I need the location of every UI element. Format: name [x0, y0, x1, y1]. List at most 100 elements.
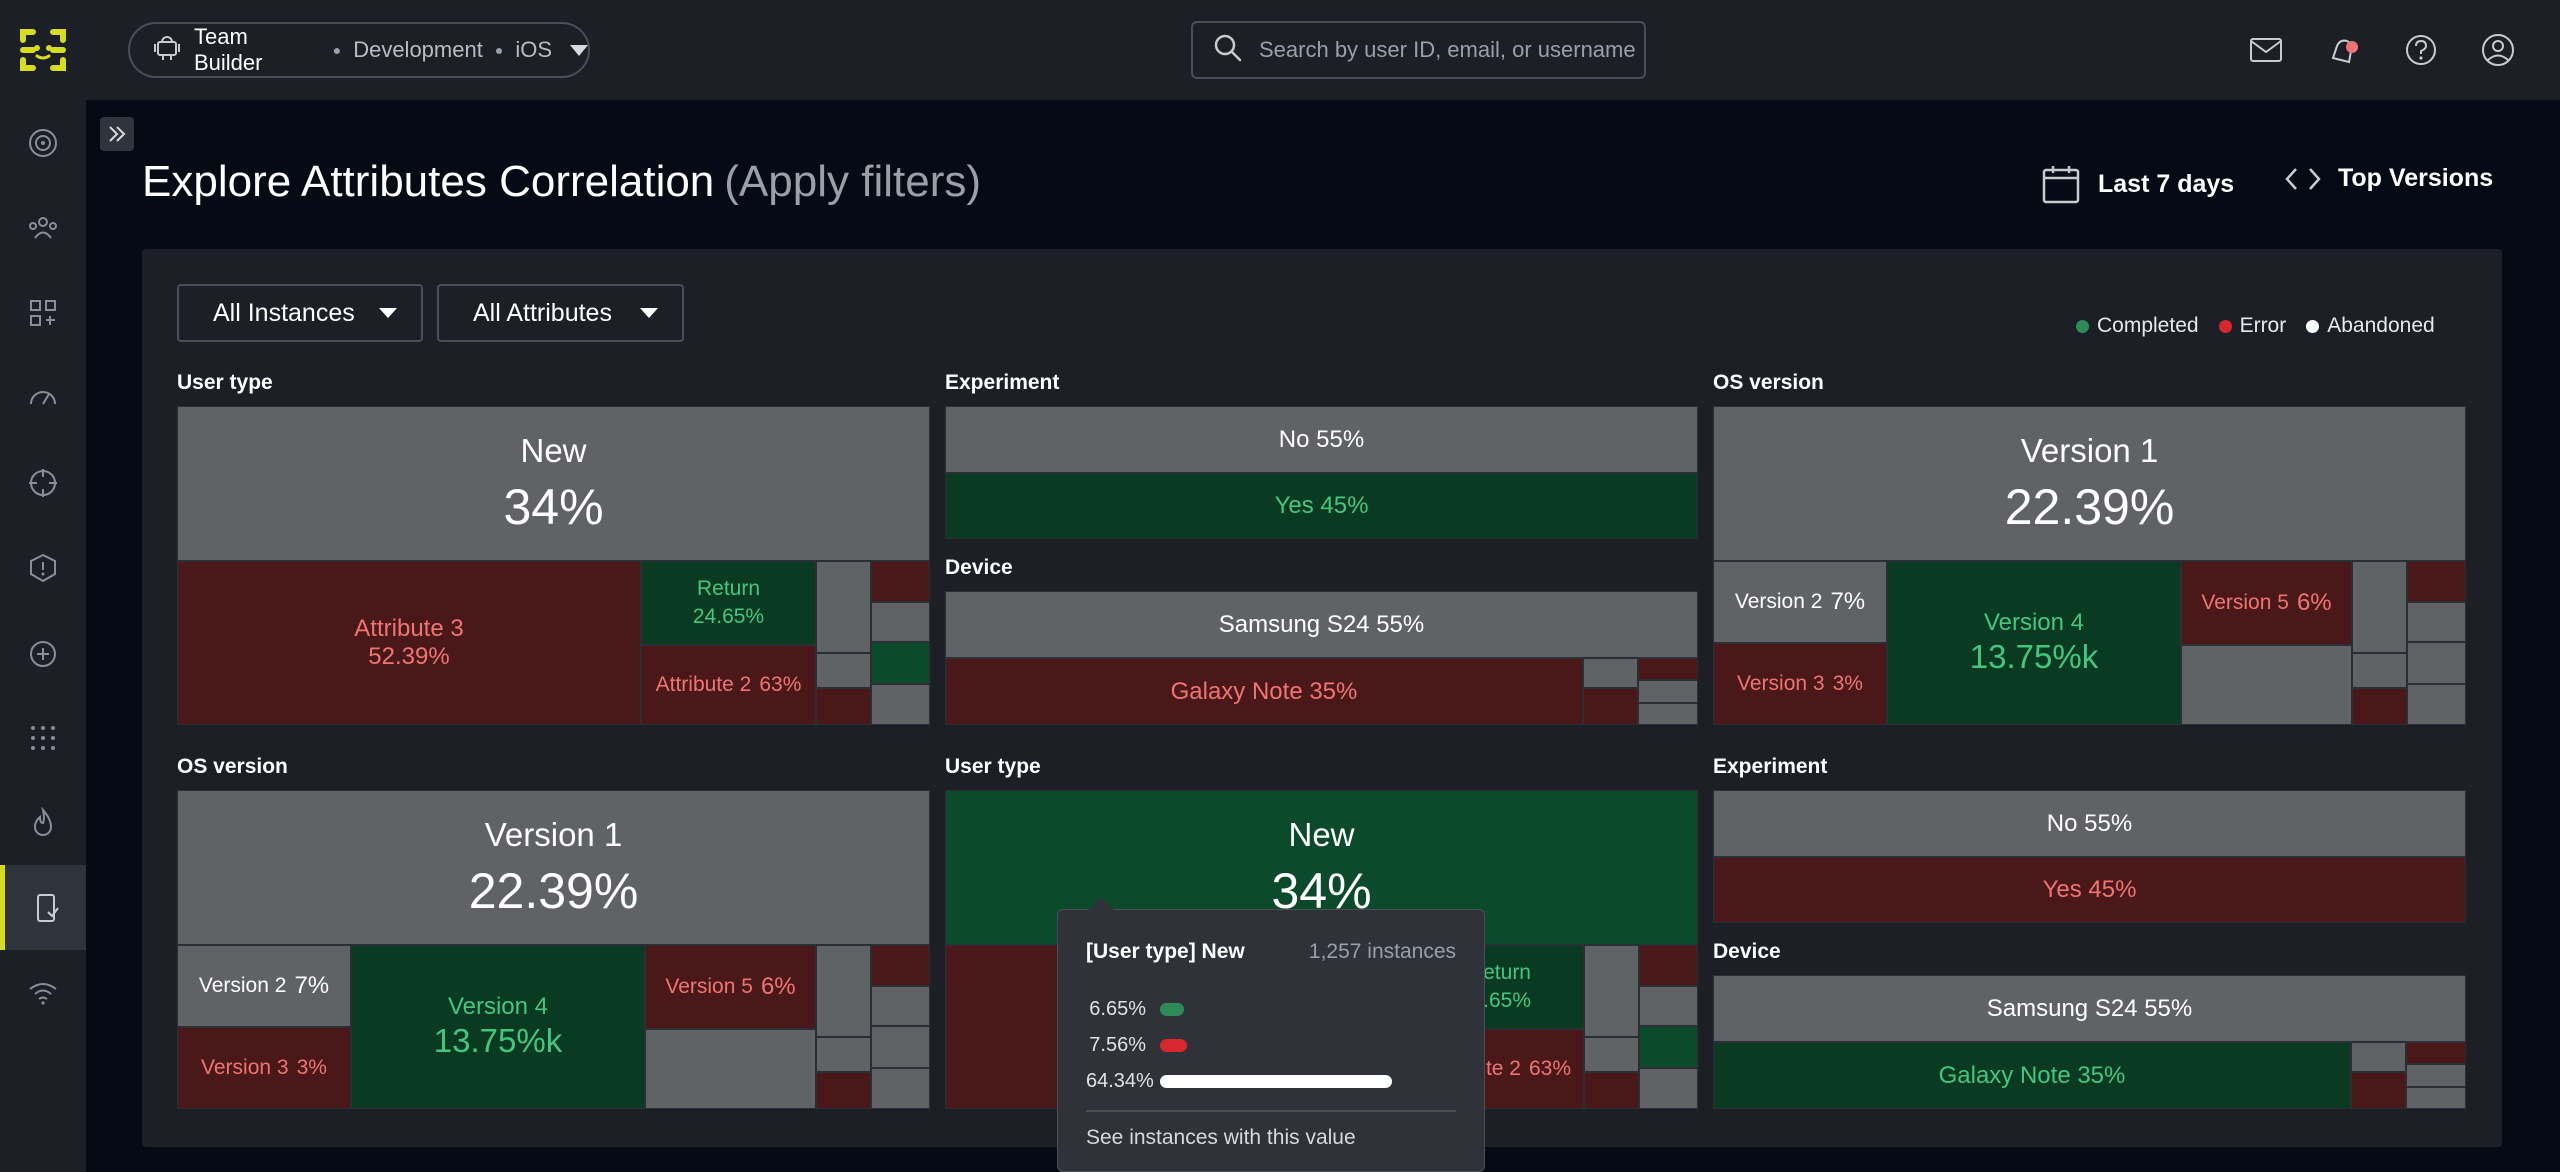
see-instances-link[interactable]: See instances with this value — [1086, 1126, 1356, 1149]
nav-item-users[interactable] — [0, 185, 86, 270]
tile-small[interactable] — [816, 1072, 871, 1109]
nav-item-targets[interactable] — [0, 440, 86, 525]
search-input[interactable]: Search by user ID, email, or username — [1191, 21, 1646, 79]
tile-small[interactable] — [2351, 1072, 2406, 1109]
nav-item-crashes[interactable] — [0, 780, 86, 865]
tile-version-2[interactable]: Version 2 7% — [1713, 561, 1887, 643]
tile-value: 13.75%k — [433, 1022, 563, 1059]
nav-item-network[interactable] — [0, 950, 86, 1035]
tile-small[interactable] — [2406, 1042, 2466, 1064]
tile-small[interactable] — [1639, 1026, 1698, 1068]
tile-version-3[interactable]: Version 3 3% — [177, 1027, 351, 1109]
tile-version-5[interactable]: Version 5 6% — [645, 945, 816, 1029]
notification-bell-icon[interactable] — [2325, 32, 2361, 68]
nav-item-dashboard[interactable] — [0, 100, 86, 185]
tile-version-4[interactable]: Version 4 13.75%k — [351, 945, 645, 1109]
tile-small[interactable] — [816, 561, 871, 653]
apply-filters-link[interactable]: (Apply filters) — [724, 157, 981, 206]
tile-version-2[interactable]: Version 2 7% — [177, 945, 351, 1027]
tile-small[interactable] — [2352, 561, 2407, 653]
tile-small[interactable] — [2407, 602, 2466, 642]
tile-small[interactable] — [1638, 703, 1698, 725]
tile-version-1[interactable]: Version 1 22.39% — [177, 790, 930, 945]
tile-version-4[interactable]: Version 4 13.75%k — [1887, 561, 2181, 725]
tile-small[interactable] — [871, 684, 930, 725]
help-icon[interactable] — [2403, 32, 2439, 68]
tile-galaxy-note[interactable]: Galaxy Note 35% — [1713, 1042, 2351, 1109]
tile-experiment-no[interactable]: No 55% — [1713, 790, 2466, 857]
tile-small[interactable] — [816, 653, 871, 688]
tooltip-pct: 6.65% — [1089, 998, 1146, 1020]
tile-experiment-no[interactable]: No 55% — [945, 406, 1698, 473]
tile-small[interactable] — [2406, 1087, 2466, 1109]
tile-small[interactable] — [2181, 645, 2352, 725]
nav-item-monitors[interactable] — [0, 610, 86, 695]
nav-item-apps[interactable] — [0, 270, 86, 355]
tile-small[interactable] — [871, 561, 930, 602]
tile-small[interactable] — [871, 1026, 930, 1068]
tile-small[interactable] — [871, 1068, 930, 1109]
tile-small[interactable] — [816, 688, 871, 725]
date-range-picker[interactable]: Last 7 days — [2042, 164, 2234, 204]
tile-small[interactable] — [645, 1029, 816, 1109]
tile-return[interactable]: Return 24.65% — [641, 561, 816, 645]
nav-item-alerts[interactable] — [0, 525, 86, 610]
tile-experiment-yes[interactable]: Yes 45% — [945, 473, 1698, 539]
tile-small[interactable] — [2407, 561, 2466, 602]
app-selector[interactable]: Team Builder ● Development ● iOS — [128, 22, 590, 78]
tile-small[interactable] — [871, 945, 930, 986]
tile-small[interactable] — [1638, 680, 1698, 703]
tile-galaxy-note[interactable]: Galaxy Note 35% — [945, 658, 1583, 725]
tile-small[interactable] — [2352, 653, 2407, 688]
tile-small[interactable] — [2352, 688, 2407, 725]
tile-version-5[interactable]: Version 5 6% — [2181, 561, 2352, 645]
tile-label: New — [520, 431, 587, 469]
app-logo-icon[interactable] — [19, 28, 67, 72]
tile-value: 63% — [1528, 1057, 1571, 1080]
section-title-experiment: Experiment — [1713, 755, 1828, 778]
tooltip-row-abandoned: 64.34% — [1086, 1070, 1392, 1093]
tile-small[interactable] — [2406, 1064, 2466, 1087]
tile-small[interactable] — [1583, 658, 1638, 688]
tile-small[interactable] — [2407, 684, 2466, 725]
expand-sidebar-button[interactable] — [100, 117, 134, 151]
tile-value: 52.39% — [368, 643, 450, 670]
nav-item-more[interactable] — [0, 695, 86, 780]
tile-small[interactable] — [1583, 688, 1638, 725]
tile-small[interactable] — [1638, 658, 1698, 680]
attributes-dropdown[interactable]: All Attributes — [437, 284, 684, 342]
instances-dropdown[interactable]: All Instances — [177, 284, 423, 342]
tile-value: 7% — [1830, 588, 1866, 615]
tile-attribute-3[interactable]: Attribute 3 52.39% — [177, 561, 641, 725]
account-icon[interactable] — [2480, 32, 2516, 68]
tile-small[interactable] — [1584, 1072, 1639, 1109]
sidebar — [0, 100, 86, 1172]
tooltip-count: 1,257 instances — [1308, 940, 1456, 963]
nav-item-device-attributes[interactable] — [0, 865, 86, 950]
tile-small[interactable] — [2351, 1042, 2406, 1072]
tile-samsung-s24[interactable]: Samsung S24 55% — [945, 591, 1698, 658]
tile-small[interactable] — [871, 986, 930, 1026]
tile-samsung-s24[interactable]: Samsung S24 55% — [1713, 975, 2466, 1042]
grid-dots-icon — [31, 725, 55, 750]
tile-small[interactable] — [2407, 642, 2466, 684]
tile-version-3[interactable]: Version 3 3% — [1713, 643, 1887, 725]
tile-small[interactable] — [1584, 1037, 1639, 1072]
tile-small[interactable] — [816, 945, 871, 1037]
tile-small[interactable] — [871, 642, 930, 684]
tile-attribute-2[interactable]: Attribute 2 63% — [641, 645, 816, 725]
tile-version-1[interactable]: Version 1 22.39% — [1713, 406, 2466, 561]
tile-small[interactable] — [871, 602, 930, 642]
mail-icon[interactable] — [2248, 32, 2284, 68]
tile-small[interactable] — [1584, 945, 1639, 1037]
tile-small[interactable] — [1639, 1068, 1698, 1109]
tile-experiment-yes[interactable]: Yes 45% — [1713, 857, 2466, 923]
tile-small[interactable] — [816, 1037, 871, 1072]
nav-item-performance[interactable] — [0, 355, 86, 440]
top-versions-selector[interactable]: Top Versions — [2284, 164, 2493, 193]
tooltip-arrow — [1088, 897, 1114, 910]
tile-small[interactable] — [1639, 986, 1698, 1026]
tooltip-pct: 64.34% — [1086, 1070, 1154, 1092]
tile-new[interactable]: New 34% — [177, 406, 930, 561]
tile-small[interactable] — [1639, 945, 1698, 986]
